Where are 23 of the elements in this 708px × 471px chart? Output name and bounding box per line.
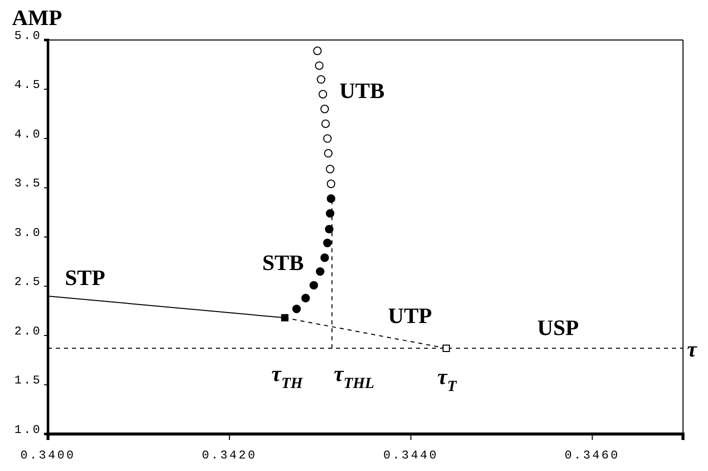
annotation: τ$_{T}$	[437, 364, 458, 396]
y-axis-title: AMP	[12, 5, 62, 30]
y-tick-label: 2.5	[14, 275, 42, 290]
annotation: USP	[537, 315, 579, 340]
annotation: τ$_{TH}$	[271, 361, 304, 392]
annotation: τ$_{THL}$	[334, 361, 374, 392]
x-tick-label: 0.3400	[20, 448, 76, 463]
x-tick-label: 0.3460	[564, 448, 620, 463]
y-tick-label: 4.5	[14, 78, 42, 92]
annotation: UTP	[388, 303, 432, 328]
annotation: UTB	[339, 78, 385, 104]
y-tick-label: 5.0	[14, 28, 42, 43]
x-tick-label: 0.3440	[383, 448, 438, 463]
ref-line-label: τ	[687, 336, 698, 362]
annotation: STB	[262, 250, 304, 276]
x-tick-label: 0.3420	[202, 448, 258, 463]
annotation: STP	[64, 265, 106, 290]
y-tick-label: 3.5	[14, 176, 42, 191]
y-tick-label: 4.0	[14, 127, 42, 142]
y-tick-label: 1.0	[14, 422, 42, 437]
y-tick-label: 2.0	[14, 324, 42, 338]
y-tick-label: 3.0	[14, 226, 42, 240]
y-tick-label: 1.5	[14, 374, 42, 388]
